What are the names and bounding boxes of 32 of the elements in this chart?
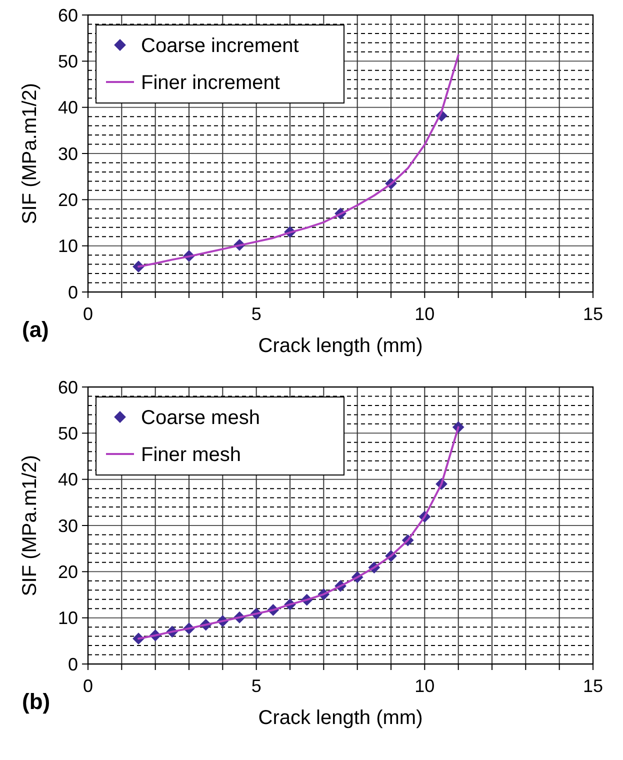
y-tick-label: 30 (58, 144, 78, 164)
y-tick-label: 60 (58, 5, 78, 26)
y-tick-label: 20 (58, 562, 78, 582)
text: (a) (22, 317, 49, 342)
y-tick-label: 10 (58, 236, 78, 256)
text: (b) (22, 689, 50, 714)
y-tick-label: 50 (58, 423, 78, 444)
x-tick-label: 10 (414, 304, 435, 324)
x-axis-title: Crack length (mm) (258, 335, 423, 357)
y-tick-label: 50 (58, 51, 78, 72)
y-tick-label: 40 (58, 470, 78, 490)
y-tick-label: 10 (58, 608, 78, 628)
legend-label: Finer increment (141, 72, 280, 94)
y-tick-label: 30 (58, 516, 78, 536)
x-axis-title: Crack length (mm) (258, 707, 423, 729)
y-tick-label: 0 (68, 282, 78, 302)
y-axis-title: SIF (MPa.m1/2) (19, 82, 41, 224)
legend-label: Coarse mesh (141, 407, 260, 429)
y-axis-title: SIF (MPa.m1/2) (19, 454, 41, 596)
x-tick-label: 15 (582, 304, 604, 324)
x-tick-label: 0 (82, 676, 94, 696)
y-tick-label: 0 (68, 654, 78, 674)
x-tick-label: 5 (251, 676, 262, 696)
legend-label: Coarse increment (141, 35, 300, 57)
y-tick-label: 40 (58, 98, 78, 118)
x-tick-label: 15 (582, 676, 604, 696)
x-tick-label: 10 (414, 676, 435, 696)
x-tick-label: 0 (82, 304, 94, 324)
y-tick-label: 60 (58, 377, 78, 398)
x-tick-label: 5 (251, 304, 262, 324)
y-tick-label: 20 (58, 190, 78, 210)
legend-label: Finer mesh (141, 444, 242, 466)
